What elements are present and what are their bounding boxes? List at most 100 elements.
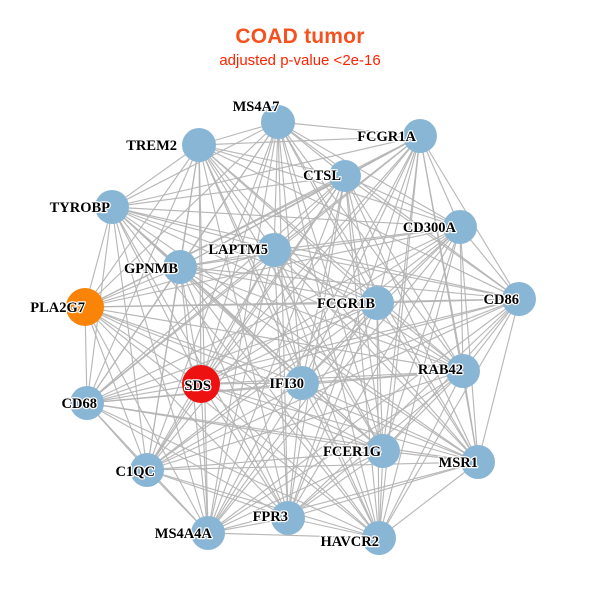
edge-GPNMB-HAVCR2 — [179, 266, 380, 539]
edge-CD300A-GPNMB — [179, 226, 461, 268]
edge-CTSL-PLA2G7 — [84, 175, 346, 308]
edge-CD300A-LAPTM5 — [273, 226, 461, 251]
page-title: COAD tumor — [235, 25, 365, 48]
node-ms4a4a[interactable] — [191, 516, 225, 550]
edge-IFI30-MSR1 — [301, 382, 479, 463]
edge-IFI30-HAVCR2 — [301, 382, 380, 539]
edge-CD300A-FPR3 — [287, 226, 461, 519]
edge-FCGR1A-TYROBP — [111, 135, 421, 208]
node-label-gpnmb: GPNMB — [124, 261, 178, 277]
edge-IFI30-FPR3 — [287, 382, 303, 519]
edge-FCER1G-FPR3 — [287, 450, 384, 519]
edge-CD300A-FCGR1B — [376, 226, 461, 304]
node-ctsl[interactable] — [329, 160, 361, 192]
node-c1qc[interactable] — [130, 453, 164, 487]
edge-C1QC-HAVCR2 — [146, 469, 380, 539]
edge-FCGR1A-MS4A4A — [207, 135, 421, 534]
edge-MS4A4A-HAVCR2 — [207, 532, 380, 539]
edge-SDS-TREM2 — [198, 144, 202, 385]
edge-FCGR1B-FPR3 — [287, 302, 378, 519]
figure-title-block: COAD tumor adjusted p-value <2e-16 — [0, 25, 600, 70]
node-label-cd68: CD68 — [62, 396, 97, 412]
node-label-pla2g7: PLA2G7 — [30, 300, 85, 316]
edge-SDS-CD300A — [200, 226, 461, 385]
edge-CD300A-MSR1 — [459, 226, 479, 463]
node-label-laptm5: LAPTM5 — [208, 242, 268, 258]
edge-MSR1-MS4A4A — [207, 461, 479, 534]
node-laptm5[interactable] — [257, 233, 291, 267]
node-fcgr1a[interactable] — [403, 119, 437, 153]
edge-CTSL-MSR1 — [344, 175, 479, 463]
edge-CTSL-CD300A — [344, 175, 461, 228]
edge-CD86-MS4A4A — [207, 298, 520, 534]
node-cd86[interactable] — [502, 282, 536, 316]
node-msr1[interactable] — [461, 445, 495, 479]
edge-GPNMB-CD86 — [179, 266, 520, 300]
edge-LAPTM5-FCGR1B — [273, 249, 378, 304]
edge-CD68-FPR3 — [86, 402, 289, 519]
node-cd68[interactable] — [70, 386, 104, 420]
node-pla2g7[interactable] — [66, 288, 104, 326]
node-fpr3[interactable] — [271, 501, 305, 535]
edge-PLA2G7-C1QC — [84, 306, 148, 471]
edge-SDS-CTSL — [200, 175, 346, 385]
edge-SDS-TYROBP — [111, 206, 202, 385]
node-tyrobp[interactable] — [95, 190, 129, 224]
node-label-c1qc: C1QC — [116, 464, 155, 480]
figure-subtitle: adjusted p-value <2e-16 — [219, 52, 381, 70]
edge-TREM2-IFI30 — [198, 144, 303, 384]
edge-TREM2-FPR3 — [198, 144, 289, 519]
edge-CD300A-PLA2G7 — [84, 226, 461, 308]
edge-CTSL-CD86 — [344, 175, 520, 300]
edge-FCER1G-C1QC — [146, 450, 384, 471]
node-ms4a7[interactable] — [261, 105, 295, 139]
edge-FCGR1B-SDS — [200, 302, 378, 385]
edge-layer — [84, 121, 520, 539]
edge-TYROBP-CD300A — [111, 206, 461, 228]
edge-CD68-HAVCR2 — [86, 402, 380, 539]
edge-MS4A7-FPR3 — [277, 121, 289, 519]
node-havcr2[interactable] — [362, 521, 396, 555]
edge-SDS-PLA2G7 — [84, 306, 202, 385]
node-gpnmb[interactable] — [163, 250, 197, 284]
node-label-cd300a: CD300A — [403, 220, 457, 236]
node-sds[interactable] — [182, 365, 220, 403]
edge-TYROBP-MS4A4A — [111, 206, 209, 534]
edge-GPNMB-FCER1G — [179, 266, 384, 452]
edge-TREM2-TYROBP — [111, 144, 200, 208]
edge-FCGR1B-IFI30 — [301, 302, 378, 384]
edge-TREM2-CTSL — [198, 144, 346, 177]
edge-LAPTM5-CD86 — [273, 249, 520, 300]
edge-SDS-FCER1G — [200, 383, 384, 452]
node-rab42[interactable] — [446, 354, 480, 388]
node-trem2[interactable] — [182, 128, 216, 162]
node-fcgr1b[interactable] — [360, 286, 394, 320]
edge-PLA2G7-MS4A4A — [84, 306, 209, 534]
edge-FCGR1A-FCGR1B — [376, 135, 421, 304]
edge-TREM2-LAPTM5 — [198, 144, 275, 251]
edge-IFI30-FCER1G — [301, 382, 384, 452]
edge-PLA2G7-FCER1G — [84, 306, 384, 452]
edge-CD86-IFI30 — [301, 298, 520, 384]
node-ifi30[interactable] — [285, 366, 319, 400]
edge-TYROBP-C1QC — [111, 206, 148, 471]
label-layer: MS4A7 TREM2 FCGR1A CTSL TYROBP CD300A LAPTM5 GP… — [29, 98, 520, 551]
edge-FCGR1A-HAVCR2 — [378, 135, 421, 539]
edge-FCGR1B-CD68 — [86, 302, 378, 404]
edge-CD300A-HAVCR2 — [378, 226, 461, 539]
node-label-fcgr1a: FCGR1A — [357, 129, 416, 145]
node-fcer1g[interactable] — [366, 434, 400, 468]
edge-GPNMB-RAB42 — [179, 266, 464, 372]
edge-SDS-RAB42 — [200, 370, 464, 385]
edge-PLA2G7-IFI30 — [84, 306, 303, 384]
node-cd300a[interactable] — [443, 210, 477, 244]
node-label-msr1: MSR1 — [439, 455, 478, 471]
edge-LAPTM5-SDS — [200, 249, 275, 385]
edge-SDS-FCGR1A — [200, 135, 421, 385]
edge-MS4A7-LAPTM5 — [273, 121, 279, 251]
edge-MS4A7-TYROBP — [111, 121, 279, 208]
edge-MS4A7-CD300A — [277, 121, 461, 228]
edge-TREM2-PLA2G7 — [84, 144, 200, 308]
edge-RAB42-MS4A4A — [207, 370, 464, 534]
